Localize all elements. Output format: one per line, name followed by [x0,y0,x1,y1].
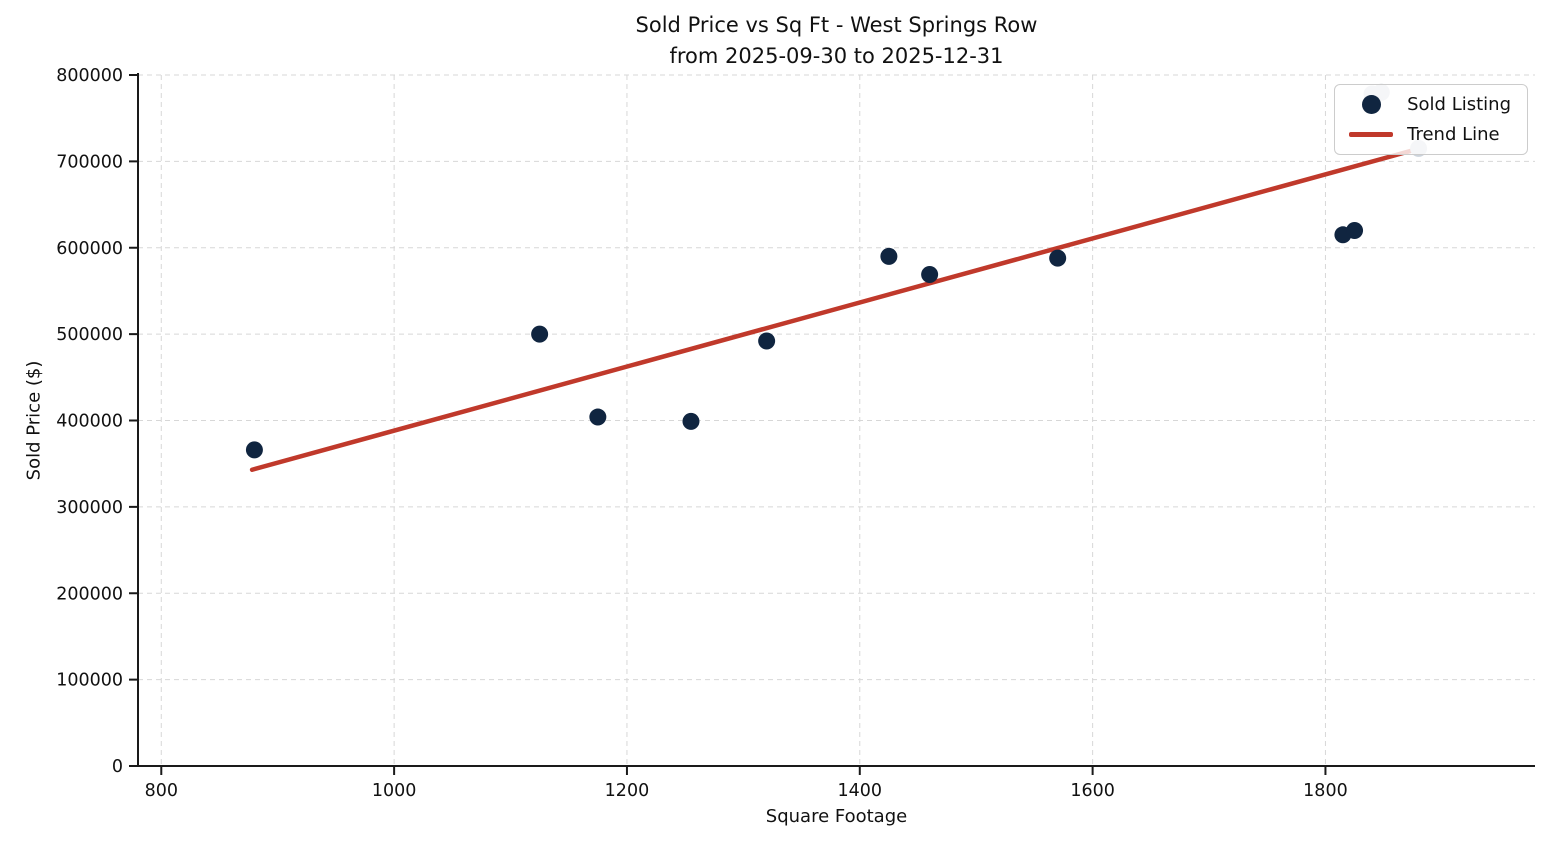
y-tick-label: 100000 [56,671,123,691]
scatter-point [682,412,700,430]
sold-listing-dot-icon [1349,95,1393,114]
scatter-point [1049,249,1067,267]
y-tick-label: 300000 [56,498,123,518]
scatter-point [589,408,607,426]
legend: Sold Listing Trend Line [1334,84,1528,155]
y-axis-label: Sold Price ($) [23,360,45,481]
x-tick-label: 1600 [1070,781,1115,801]
y-tick-label: 800000 [56,66,123,86]
trend-line-icon [1349,132,1394,137]
legend-item-trend-line: Trend Line [1349,124,1511,145]
scatter-point [1346,221,1364,239]
scatter-point [531,325,549,343]
scatter-point [758,332,776,350]
x-tick-label: 1200 [605,781,650,801]
x-tick-label: 800 [145,781,178,801]
scatter-point [880,247,898,265]
x-tick-label: 1800 [1303,781,1348,801]
scatter-point [245,441,263,459]
y-tick-label: 700000 [56,152,123,172]
x-tick-label: 1400 [838,781,883,801]
x-axis-label: Square Footage [765,806,908,827]
x-tick-label: 1000 [372,781,417,801]
legend-label: Trend Line [1407,124,1500,145]
chart-title-block: Sold Price vs Sq Ft - West Springs Row f… [138,10,1535,72]
y-tick-label: 500000 [56,325,123,345]
y-tick-label: 200000 [56,584,123,604]
scatter-point [921,266,939,284]
legend-item-sold-listing: Sold Listing [1349,94,1511,115]
y-tick-label: 0 [112,757,123,777]
legend-label: Sold Listing [1407,94,1511,115]
chart-title: Sold Price vs Sq Ft - West Springs Row [635,13,1038,37]
chart-subtitle: from 2025-09-30 to 2025-12-31 [669,44,1004,68]
trend-line [249,146,1422,472]
y-tick-label: 600000 [56,239,123,259]
y-tick-label: 400000 [56,412,123,432]
